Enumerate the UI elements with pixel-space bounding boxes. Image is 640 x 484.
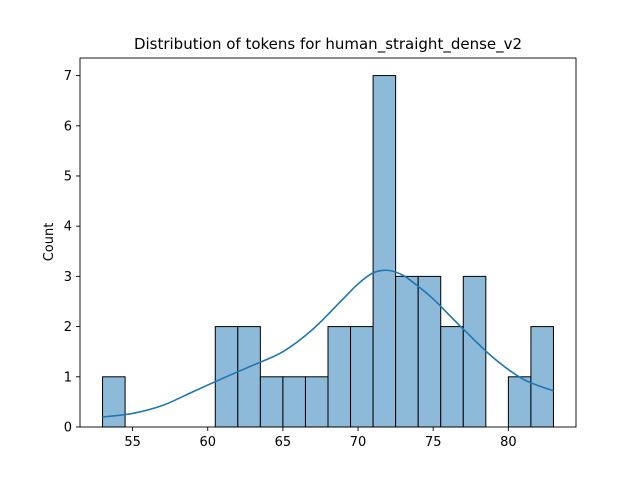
histogram-bar-6 <box>237 326 261 428</box>
x-axis: 55 60 65 70 75 80 <box>124 427 517 450</box>
kde-curve <box>102 269 554 418</box>
histogram-bar-16 <box>462 275 487 428</box>
y-tick-label-7: 7 <box>64 69 72 84</box>
y-tick-label-6: 6 <box>64 119 72 134</box>
histogram-bar-11 <box>350 326 374 428</box>
y-tick-label-3: 3 <box>64 270 72 285</box>
y-axis-label: Count <box>42 223 57 262</box>
histogram-bar-0 <box>102 376 126 428</box>
x-tick-label-70: 70 <box>350 435 367 450</box>
y-tick-label-2: 2 <box>64 320 72 335</box>
histogram-bar-12 <box>372 75 397 428</box>
histogram-bar-14 <box>417 275 442 428</box>
histogram-bar-13 <box>395 275 419 428</box>
histogram-bar-9 <box>304 376 329 428</box>
histogram-bar-10 <box>327 326 352 428</box>
bars-layer <box>102 75 554 428</box>
x-tick-label-55: 55 <box>124 435 141 450</box>
y-tick-label-1: 1 <box>64 370 72 385</box>
histogram-bar-7 <box>259 376 284 428</box>
histogram-bar-18 <box>507 376 532 428</box>
histogram-bar-19 <box>530 326 554 428</box>
plot-frame <box>79 57 577 428</box>
y-tick-label-0: 0 <box>64 421 72 436</box>
chart-title: Distribution of tokens for human_straigh… <box>134 35 522 54</box>
y-tick-label-5: 5 <box>64 169 72 184</box>
y-axis: 0 1 2 3 4 5 6 7 <box>64 69 80 436</box>
x-tick-label-65: 65 <box>275 435 292 450</box>
x-tick-label-80: 80 <box>500 435 517 450</box>
histogram-bar-8 <box>282 376 306 428</box>
y-tick-label-4: 4 <box>64 220 72 235</box>
histogram-bar-15 <box>440 326 464 428</box>
x-tick-label-60: 60 <box>199 435 216 450</box>
x-tick-label-75: 75 <box>425 435 442 450</box>
